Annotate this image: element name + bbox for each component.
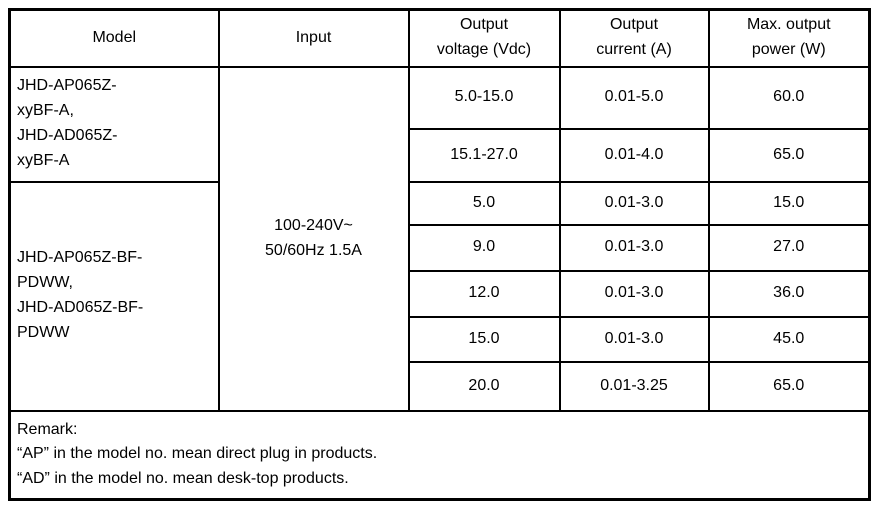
current-cell: 0.01-3.25: [558, 360, 710, 412]
power-cell: 65.0: [707, 360, 871, 412]
voltage-cell: 15.1-27.0: [407, 127, 561, 183]
power-cell: 27.0: [707, 223, 871, 272]
input-cell: 100-240V~ 50/60Hz 1.5A: [217, 65, 410, 412]
voltage-cell: 20.0: [407, 360, 561, 412]
voltage-cell: 5.0: [407, 180, 561, 226]
model-cell-group-2: JHD-AP065Z-BF- PDWW, JHD-AD065Z-BF- PDWW: [8, 180, 220, 412]
header-row: Model Input Output voltage (Vdc) Output …: [8, 8, 871, 68]
table-row: 15.1-27.0 0.01-4.0 65.0: [10, 127, 871, 183]
current-cell: 0.01-5.0: [558, 65, 710, 130]
power-cell: 60.0: [707, 65, 871, 130]
voltage-cell: 12.0: [407, 269, 561, 318]
table-row: JHD-AP065Z-BF- PDWW, JHD-AD065Z-BF- PDWW…: [8, 180, 871, 412]
power-cell: 36.0: [707, 269, 871, 318]
table-row: 15.0 0.01-3.0 45.0: [10, 315, 871, 363]
model-cell-group-1: JHD-AP065Z- xyBF-A, JHD-AD065Z- xyBF-A: [8, 65, 220, 183]
power-cell: 15.0: [707, 180, 871, 226]
remark-row: Remark: “AP” in the model no. mean direc…: [8, 409, 871, 501]
header-output-current: Output current (A): [558, 8, 710, 68]
header-model: Model: [8, 8, 220, 68]
header-input: Input: [217, 8, 410, 68]
current-cell: 0.01-3.0: [558, 315, 710, 363]
header-output-voltage: Output voltage (Vdc): [407, 8, 561, 68]
current-cell: 0.01-3.0: [558, 269, 710, 318]
table-row: 12.0 0.01-3.0 36.0: [10, 269, 871, 318]
power-spec-table: Model Input Output voltage (Vdc) Output …: [8, 8, 871, 501]
voltage-cell: 15.0: [407, 315, 561, 363]
voltage-cell: 9.0: [407, 223, 561, 272]
power-cell: 45.0: [707, 315, 871, 363]
table-row: 20.0 0.01-3.25 65.0: [10, 360, 871, 412]
datasheet-page: Model Input Output voltage (Vdc) Output …: [8, 8, 871, 501]
remark-cell: Remark: “AP” in the model no. mean direc…: [8, 409, 871, 501]
power-cell: 65.0: [707, 127, 871, 183]
current-cell: 0.01-3.0: [558, 180, 710, 226]
current-cell: 0.01-3.0: [558, 223, 710, 272]
table-row: JHD-AP065Z- xyBF-A, JHD-AD065Z- xyBF-A 1…: [8, 65, 871, 412]
current-cell: 0.01-4.0: [558, 127, 710, 183]
table-row: 9.0 0.01-3.0 27.0: [10, 223, 871, 272]
voltage-cell: 5.0-15.0: [407, 65, 561, 130]
header-max-output-power: Max. output power (W): [707, 8, 871, 68]
